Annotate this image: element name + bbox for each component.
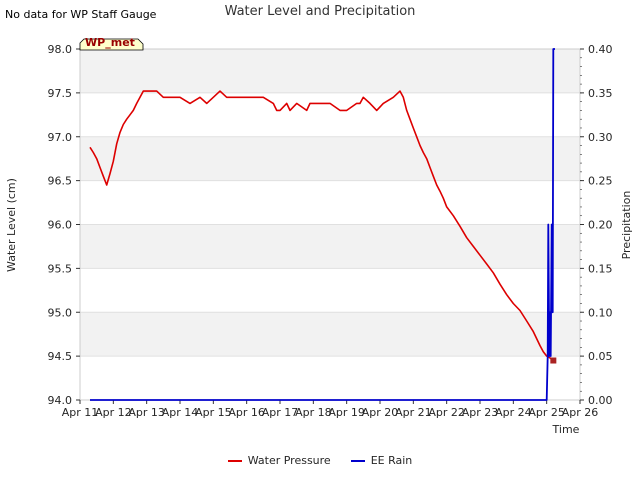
x-tick-label: Apr 19 (328, 406, 365, 419)
y-axis-right: 0.00 0.05 0.10 0.15 0.20 0.25 0.30 0.35 0.40 (580, 43, 613, 407)
background-band (80, 224, 580, 269)
site-badge-label: WP_met (85, 36, 135, 49)
legend-swatch-ee-rain (350, 459, 365, 462)
x-tick-label: Apr 13 (128, 406, 165, 419)
legend-label-water-pressure: Water Pressure (247, 454, 331, 467)
x-tick-label: Apr 23 (462, 406, 499, 419)
y-tick-label: 95.5 (48, 262, 73, 275)
legend-label-ee-rain: EE Rain (370, 454, 413, 467)
y2-tick-label: 0.35 (588, 87, 613, 100)
x-tick-label: Apr 15 (195, 406, 232, 419)
x-tick-label: Apr 22 (428, 406, 465, 419)
y-tick-label: 97.5 (48, 87, 73, 100)
x-tick-label: Apr 11 (62, 406, 99, 419)
y2-tick-label: 0.00 (588, 394, 613, 407)
y-axis-label: Water Level (cm) (5, 178, 18, 272)
x-tick-label: Apr 26 (562, 406, 599, 419)
y-tick-label: 98.0 (48, 43, 73, 56)
x-tick-label: Apr 25 (528, 406, 565, 419)
y2-tick-label: 0.20 (588, 219, 613, 232)
background-band (80, 49, 580, 93)
y-tick-label: 96.5 (48, 175, 73, 188)
legend-item-water-pressure: Water Pressure (227, 454, 331, 467)
y2-axis-label: Precipitation (620, 191, 633, 260)
x-tick-label: Apr 21 (395, 406, 432, 419)
background-band (80, 312, 580, 357)
series-line-water-pressure (89, 90, 554, 362)
y-tick-label: 97.0 (48, 131, 73, 144)
x-tick-label: Apr 20 (362, 406, 399, 419)
site-badge-box (79, 38, 144, 51)
x-axis-label: Time (552, 423, 580, 436)
y2-tick-label: 0.25 (588, 175, 613, 188)
legend-swatch-water-pressure (227, 459, 242, 462)
chart-title: Water Level and Precipitation (224, 4, 416, 19)
last-value-marker (550, 357, 557, 364)
y2-tick-label: 0.10 (588, 306, 613, 319)
y-tick-label: 94.0 (48, 394, 73, 407)
y-tick-label: 94.5 (48, 350, 73, 363)
series-layer (89, 48, 557, 401)
site-badge: WP_met (79, 36, 144, 51)
x-tick-label: Apr 24 (495, 406, 532, 419)
no-data-notice: No data for WP Staff Gauge (5, 8, 157, 21)
y2-tick-label: 0.40 (588, 43, 613, 56)
x-tick-label: Apr 12 (95, 406, 132, 419)
y2-tick-label: 0.05 (588, 350, 613, 363)
y2-tick-label: 0.15 (588, 262, 613, 275)
x-tick-label: Apr 17 (262, 406, 299, 419)
y2-tick-label: 0.30 (588, 131, 613, 144)
x-tick-label: Apr 16 (228, 406, 265, 419)
x-tick-label: Apr 18 (295, 406, 332, 419)
y-tick-label: 96.0 (48, 219, 73, 232)
x-tick-label: Apr 14 (162, 406, 199, 419)
background-band (80, 136, 580, 181)
y-tick-label: 95.0 (48, 306, 73, 319)
y-axis-left: 94.0 94.5 95.0 95.5 96.0 96.5 97.0 97.5 98.0 (48, 43, 80, 407)
legend: Water Pressure EE Rain (0, 454, 640, 467)
legend-item-ee-rain: EE Rain (350, 454, 413, 467)
plot-background-bands (80, 49, 580, 357)
